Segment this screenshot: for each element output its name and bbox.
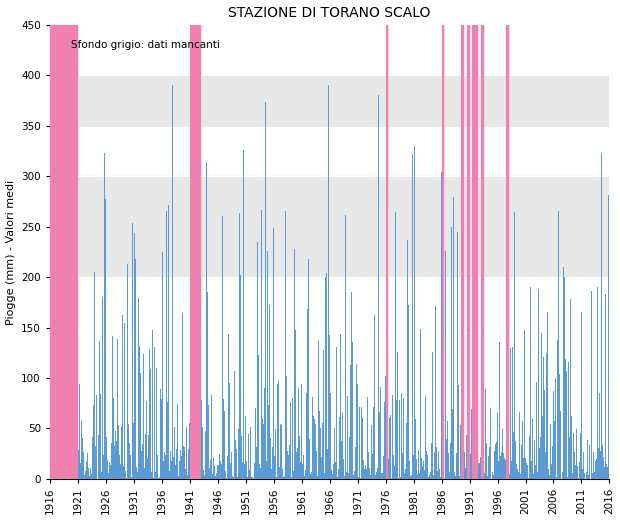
Bar <box>50 176 609 277</box>
Bar <box>50 25 78 479</box>
Title: STAZIONE DI TORANO SCALO: STAZIONE DI TORANO SCALO <box>229 6 431 20</box>
Bar <box>386 25 388 479</box>
Bar <box>506 25 509 479</box>
Y-axis label: Piogge (mm) - Valori medi: Piogge (mm) - Valori medi <box>6 179 16 324</box>
Bar <box>50 75 609 126</box>
Bar <box>441 25 445 479</box>
Bar <box>480 25 484 479</box>
Text: Sfondo grigio: dati mancanti: Sfondo grigio: dati mancanti <box>71 40 220 50</box>
Bar <box>472 25 478 479</box>
Bar <box>461 25 464 479</box>
Bar <box>190 25 201 479</box>
Bar <box>467 25 469 479</box>
